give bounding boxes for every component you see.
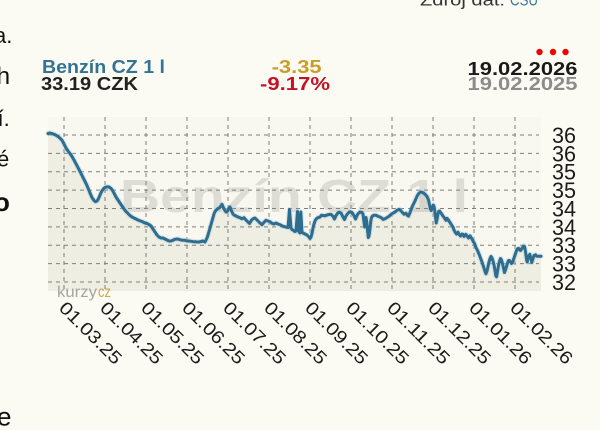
svg-text:cz: cz	[98, 284, 111, 301]
svg-text:35: 35	[552, 160, 576, 185]
svg-text:34: 34	[552, 196, 576, 221]
svg-text:34: 34	[552, 215, 576, 240]
svg-text:19.02.2026: 19.02.2026	[468, 59, 578, 79]
svg-text:-9.17%: -9.17%	[260, 74, 330, 94]
svg-text:kurzy: kurzy	[57, 284, 97, 301]
svg-text:35: 35	[552, 178, 576, 203]
svg-text:o: o	[0, 187, 10, 217]
svg-text:Zdroj dat:: Zdroj dat:	[420, 0, 505, 10]
svg-text:33: 33	[552, 233, 576, 258]
svg-text:h: h	[0, 63, 10, 90]
svg-text:a.: a.	[0, 23, 12, 48]
svg-text:e: e	[0, 402, 11, 430]
svg-text:é: é	[0, 147, 9, 172]
svg-text:32: 32	[552, 270, 576, 295]
svg-text:36: 36	[552, 123, 576, 148]
svg-text:36: 36	[552, 141, 576, 166]
svg-text:33: 33	[552, 252, 576, 277]
svg-text:Benzín CZ 1 l: Benzín CZ 1 l	[42, 57, 165, 77]
svg-text:í.: í.	[0, 106, 10, 131]
svg-text:33.19 CZK: 33.19 CZK	[41, 74, 138, 94]
svg-text:ČSÚ: ČSÚ	[510, 0, 538, 10]
svg-text:19.02.2025: 19.02.2025	[468, 74, 578, 94]
svg-text:-3.35: -3.35	[272, 57, 322, 77]
